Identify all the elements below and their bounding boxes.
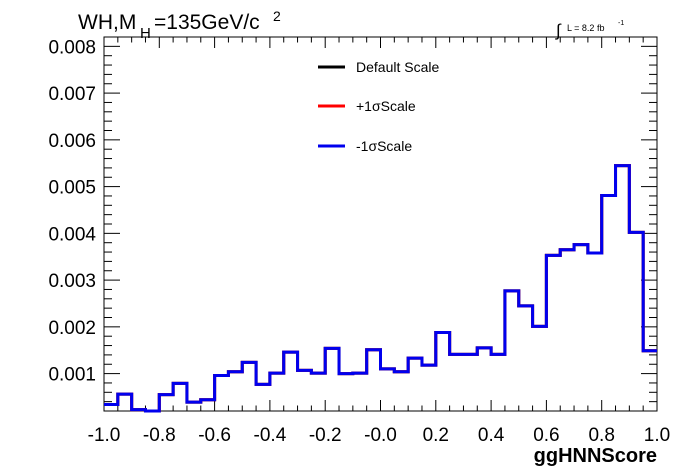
legend-label-0: Default Scale <box>356 59 439 75</box>
axis-ticks <box>103 36 658 412</box>
y-tick-label: 0.006 <box>48 131 96 152</box>
x-tick-labels: -1.0 -0.8 -0.6 -0.4 -0.2 -0.0 0.2 0.4 0.6 0.8 1.0 <box>88 425 671 446</box>
x-tick-label: -0.2 <box>309 425 342 446</box>
y-tick-label: 0.008 <box>48 37 96 58</box>
y-tick-label: 0.001 <box>48 365 96 386</box>
x-axis-label: ggHNNScore <box>534 445 657 467</box>
luminosity-text: L = 8.2 fb <box>567 23 604 33</box>
y-tick-label: 0.002 <box>48 318 96 339</box>
y-tick-label: 0.004 <box>48 224 96 245</box>
y-tick-label: 0.003 <box>48 271 96 292</box>
x-tick-label: 0.6 <box>533 425 559 446</box>
integral-sign-icon: ∫ <box>555 21 562 40</box>
chart-title: WH,M H =135GeV/c 2 <box>78 8 281 42</box>
title-rest: =135GeV/c <box>154 11 260 34</box>
x-tick-label: -1.0 <box>88 425 121 446</box>
y-tick-labels: 0.001 0.002 0.003 0.004 0.005 0.006 0.007 0.008 <box>48 37 96 385</box>
series-line-2 <box>104 164 657 413</box>
title-subscript: H <box>140 25 151 42</box>
title-main: WH,M <box>78 11 136 34</box>
y-tick-label: 0.007 <box>48 84 96 105</box>
x-tick-label: 0.2 <box>423 425 449 446</box>
x-tick-label: -0.4 <box>254 425 287 446</box>
y-tick-label: 0.005 <box>48 178 96 199</box>
x-tick-label: -0.0 <box>364 425 397 446</box>
legend: Default Scale +1σScale -1σScale <box>318 59 439 154</box>
title-superscript: 2 <box>273 8 281 24</box>
x-tick-label: -0.6 <box>198 425 231 446</box>
luminosity-label: ∫ L = 8.2 fb -1 <box>555 20 624 40</box>
x-tick-label: -0.8 <box>143 425 176 446</box>
x-tick-label: 1.0 <box>644 425 670 446</box>
series-lines <box>104 164 657 413</box>
x-tick-label: 0.4 <box>478 425 505 446</box>
legend-label-1: +1σScale <box>356 98 416 114</box>
legend-label-2: -1σScale <box>356 138 412 154</box>
x-tick-label: 0.8 <box>588 425 614 446</box>
luminosity-superscript: -1 <box>618 20 624 27</box>
